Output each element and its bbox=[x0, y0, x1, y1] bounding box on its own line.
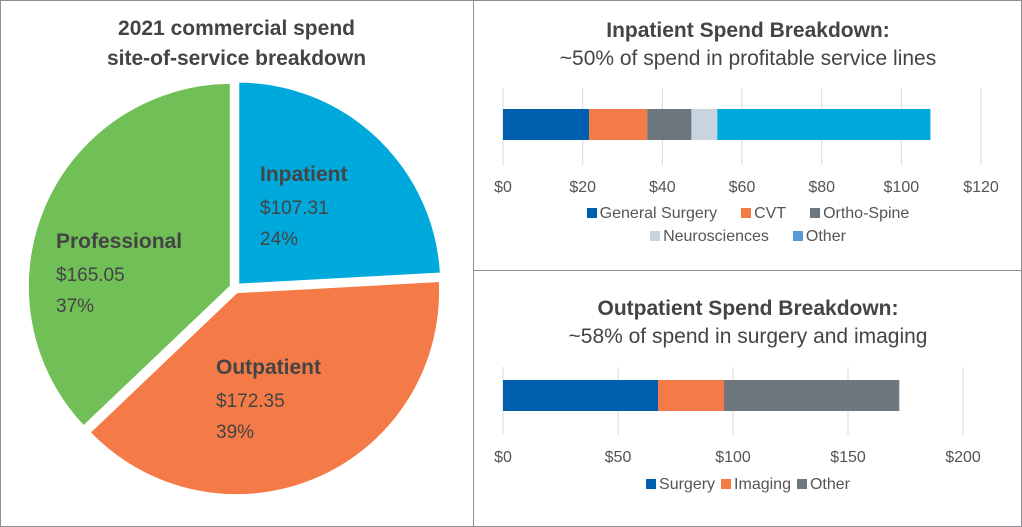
pie-label-percent: 39% bbox=[216, 422, 254, 443]
legend-swatch bbox=[721, 479, 732, 489]
inpatient-bar-neurosciences bbox=[691, 109, 718, 140]
inpatient-tick-label: $100 bbox=[884, 179, 920, 196]
pie-label-value: $165.05 bbox=[56, 265, 125, 286]
legend-label: Neurosciences bbox=[663, 228, 769, 245]
legend-item: Neurosciences bbox=[650, 225, 769, 248]
pie-label-name: Outpatient bbox=[216, 356, 321, 379]
pie-chart-title: 2021 commercial spend site-of-service br… bbox=[0, 14, 473, 74]
inpatient-tick-label: $20 bbox=[569, 179, 596, 196]
inpatient-bar-cvt bbox=[589, 109, 648, 140]
outpatient-bar-imaging bbox=[658, 380, 725, 411]
inpatient-tick-label: $40 bbox=[649, 179, 676, 196]
inpatient-chart-subtitle: ~50% of spend in profitable service line… bbox=[559, 47, 937, 70]
pie-label-percent: 37% bbox=[56, 296, 94, 317]
pie-label-name: Professional bbox=[56, 230, 182, 253]
legend-swatch bbox=[741, 208, 752, 218]
legend-item: Other bbox=[796, 473, 850, 496]
pie-title-line-2: site-of-service breakdown bbox=[106, 47, 367, 70]
inpatient-tick-label: $0 bbox=[494, 179, 512, 196]
legend-label: Other bbox=[809, 476, 850, 493]
legend-swatch bbox=[646, 479, 657, 489]
legend-item: Other bbox=[792, 225, 846, 248]
legend-label: Surgery bbox=[659, 476, 716, 493]
outpatient-legend: Surgery Imaging Other bbox=[474, 473, 1022, 496]
legend-label: Ortho-Spine bbox=[823, 205, 910, 222]
outpatient-chart-title: Outpatient Spend Breakdown: bbox=[597, 297, 899, 320]
legend-item: CVT bbox=[741, 202, 786, 225]
legend-label: General Surgery bbox=[599, 205, 718, 222]
pie-slice-outpatient bbox=[86, 278, 443, 498]
legend-swatch bbox=[650, 231, 661, 241]
outpatient-tick-label: $50 bbox=[605, 449, 632, 466]
inpatient-tick-label: $60 bbox=[729, 179, 756, 196]
pie-slice-professional bbox=[25, 80, 233, 430]
legend-item: Imaging bbox=[721, 473, 791, 496]
legend-item: General Surgery bbox=[586, 202, 718, 225]
pie-title-line-1: 2021 commercial spend bbox=[118, 17, 355, 40]
pie-label-value: $172.35 bbox=[216, 391, 285, 412]
outpatient-tick-label: $200 bbox=[945, 449, 981, 466]
inpatient-tick-label: $80 bbox=[808, 179, 835, 196]
pie-label-value: $107.31 bbox=[260, 198, 329, 219]
pie-label-name: Inpatient bbox=[260, 163, 348, 186]
legend-label: Imaging bbox=[734, 476, 791, 493]
outpatient-tick-label: $150 bbox=[830, 449, 866, 466]
outpatient-tick-label: $100 bbox=[715, 449, 751, 466]
vertical-divider bbox=[473, 0, 474, 527]
inpatient-chart-title: Inpatient Spend Breakdown: bbox=[606, 19, 890, 42]
legend-swatch bbox=[792, 231, 803, 241]
outpatient-bar-surgery bbox=[503, 380, 659, 411]
horizontal-divider bbox=[473, 270, 1022, 271]
legend-swatch bbox=[810, 208, 821, 218]
legend-item: Ortho-Spine bbox=[810, 202, 909, 225]
pie-label-percent: 24% bbox=[260, 229, 298, 250]
legend-swatch bbox=[586, 208, 597, 218]
inpatient-chart-header: Inpatient Spend Breakdown: ~50% of spend… bbox=[474, 17, 1022, 73]
inpatient-bar-other bbox=[717, 109, 931, 140]
outpatient-bar-other bbox=[724, 380, 900, 411]
outpatient-chart-header: Outpatient Spend Breakdown: ~58% of spen… bbox=[474, 295, 1022, 351]
inpatient-tick-label: $120 bbox=[963, 179, 999, 196]
pie-slice-inpatient bbox=[236, 79, 444, 287]
inpatient-bar-general-surgery bbox=[503, 109, 590, 140]
legend-swatch bbox=[796, 479, 807, 489]
legend-item: Surgery bbox=[646, 473, 715, 496]
legend-label: CVT bbox=[754, 205, 787, 222]
legend-label: Other bbox=[805, 228, 846, 245]
inpatient-bar-ortho-spine bbox=[647, 109, 692, 140]
inpatient-legend: General Surgery CVT Ortho-Spine Neuroscienc… bbox=[474, 202, 1022, 248]
outpatient-chart-subtitle: ~58% of spend in surgery and imaging bbox=[568, 325, 928, 348]
outpatient-tick-label: $0 bbox=[494, 449, 512, 466]
